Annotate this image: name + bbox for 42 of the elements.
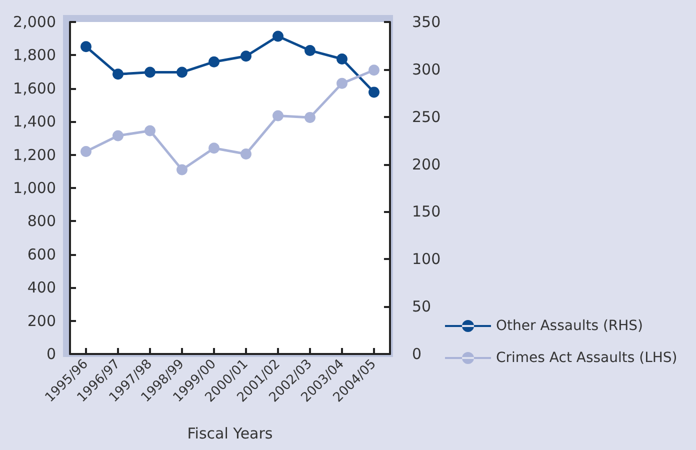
point [336,53,348,64]
point [272,30,284,42]
y2-tick-label: 250 [412,108,441,126]
y2-tick-label: 150 [412,202,441,221]
x-axis-title: Fiscal Years [187,424,273,442]
y2-tick-label: 350 [412,13,441,31]
y-tick-label: 1,200 [13,146,56,164]
point [304,44,316,56]
y-tick-label: 200 [27,312,56,330]
y-tick-label: 1,600 [13,79,56,98]
y2-tick-label: 50 [412,298,432,316]
point [144,66,156,78]
y-tick-label: 800 [27,212,56,230]
point [80,41,92,52]
point [336,78,348,89]
point [144,125,156,136]
y-tick-label: 0 [46,345,56,363]
point [176,164,188,176]
point [112,68,124,80]
y2-tick-label: 0 [412,345,422,363]
point [368,86,380,98]
point [176,66,188,78]
point [80,146,92,157]
point [112,130,124,142]
y-tick-label: 1,800 [13,46,56,64]
y-tick-label: 600 [27,245,56,264]
y2-tick-label: 100 [412,250,441,268]
y-tick-label: 400 [27,278,56,297]
y2-tick-label: 300 [412,60,441,78]
y2-tick-label: 200 [412,155,441,174]
point [208,56,220,68]
point [240,148,252,160]
y-tick-label: 1,000 [13,179,56,197]
point [272,110,284,122]
legend-label: Other Assaults (RHS) [496,318,644,334]
point [368,64,380,76]
point [304,112,316,123]
point [208,142,220,154]
y-tick-label: 2,000 [13,13,56,31]
y-tick-label: 1,400 [13,112,56,131]
legend-label: Crimes Act Assaults (LHS) [496,350,678,366]
point [240,50,252,62]
